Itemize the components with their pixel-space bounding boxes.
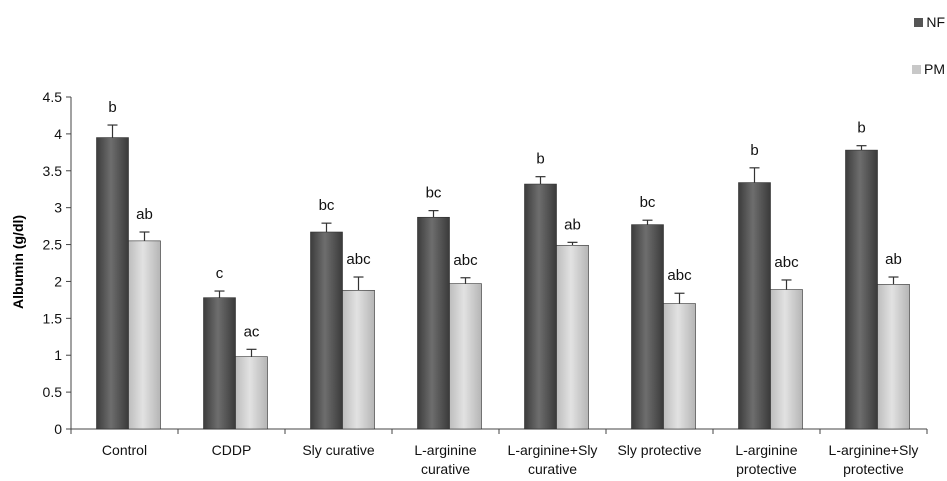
y-tick-label: 1.5 <box>43 310 63 326</box>
bar-pm <box>342 289 375 430</box>
x-tick-label: L-arginine <box>735 442 797 458</box>
significance-label-pm: ab <box>885 251 902 268</box>
bar-nf <box>417 216 450 430</box>
y-tick-label: 1 <box>54 347 62 363</box>
y-axis-label: Albumin (g/dl) <box>10 215 26 309</box>
significance-label-pm: ac <box>244 323 260 340</box>
x-tick-label: protective <box>736 461 797 477</box>
significance-label-pm: ab <box>136 206 153 223</box>
significance-label-nf: b <box>857 120 865 137</box>
bar-pm <box>449 283 482 430</box>
bar-pm <box>235 356 268 430</box>
significance-label-pm: abc <box>453 252 478 269</box>
y-tick-label: 4.5 <box>43 89 63 105</box>
y-tick-label: 0.5 <box>43 384 63 400</box>
x-tick-label: Sly curative <box>302 442 375 458</box>
bar-nf <box>203 297 236 430</box>
significance-label-nf: bc <box>426 185 442 202</box>
y-tick-label: 2 <box>54 273 62 289</box>
significance-label-pm: ab <box>564 216 581 233</box>
x-tick-label: curative <box>528 461 577 477</box>
y-tick-label: 4 <box>54 126 62 142</box>
significance-label-nf: c <box>216 265 224 282</box>
bar-pm <box>128 240 161 430</box>
x-tick-label: protective <box>843 461 904 477</box>
significance-label-nf: bc <box>640 194 656 211</box>
bar-nf <box>310 231 343 430</box>
significance-label-pm: abc <box>346 251 371 268</box>
bar-nf <box>845 149 878 430</box>
y-tick-label: 2.5 <box>43 237 63 253</box>
significance-label-nf: b <box>536 151 544 168</box>
x-axis: Control CDDP Sly curative L-arginine curativ… <box>70 428 928 477</box>
bar-pm <box>663 303 696 430</box>
x-tick-label: Sly protective <box>617 442 701 458</box>
y-tick-label: 0 <box>54 421 62 437</box>
legend-swatch-nf <box>914 17 924 27</box>
x-tick-label: Control <box>102 442 147 458</box>
x-tick-label: CDDP <box>212 442 252 458</box>
significance-label-nf: bc <box>319 197 335 214</box>
bar-nf <box>96 137 129 430</box>
x-tick-label: L-arginine+Sly <box>829 442 919 458</box>
bar-nf <box>524 183 557 430</box>
bar-pm <box>556 244 589 430</box>
x-tick-label: curative <box>421 461 470 477</box>
x-tick-label: L-arginine <box>414 442 476 458</box>
legend-label-pm: PM <box>924 61 945 77</box>
bar-nf <box>631 224 664 430</box>
y-axis: 0 0.5 1 1.5 2 2.5 3 3.5 4 4.5 <box>43 89 72 437</box>
y-tick-label: 3.5 <box>43 163 63 179</box>
significance-label-nf: b <box>750 142 758 159</box>
y-tick-label: 3 <box>54 200 62 216</box>
legend-item-pm: PM <box>912 61 945 77</box>
legend-swatch-pm <box>912 64 921 74</box>
legend-label-nf: NF <box>926 14 945 30</box>
significance-label-pm: abc <box>667 267 692 284</box>
x-tick-label: L-arginine+Sly <box>508 442 598 458</box>
bar-nf <box>738 182 771 430</box>
bar-pm <box>877 284 910 430</box>
significance-label-nf: b <box>108 99 116 116</box>
legend-item-nf: NF <box>914 14 945 30</box>
significance-label-pm: abc <box>774 254 799 271</box>
bar-pm <box>770 289 803 430</box>
